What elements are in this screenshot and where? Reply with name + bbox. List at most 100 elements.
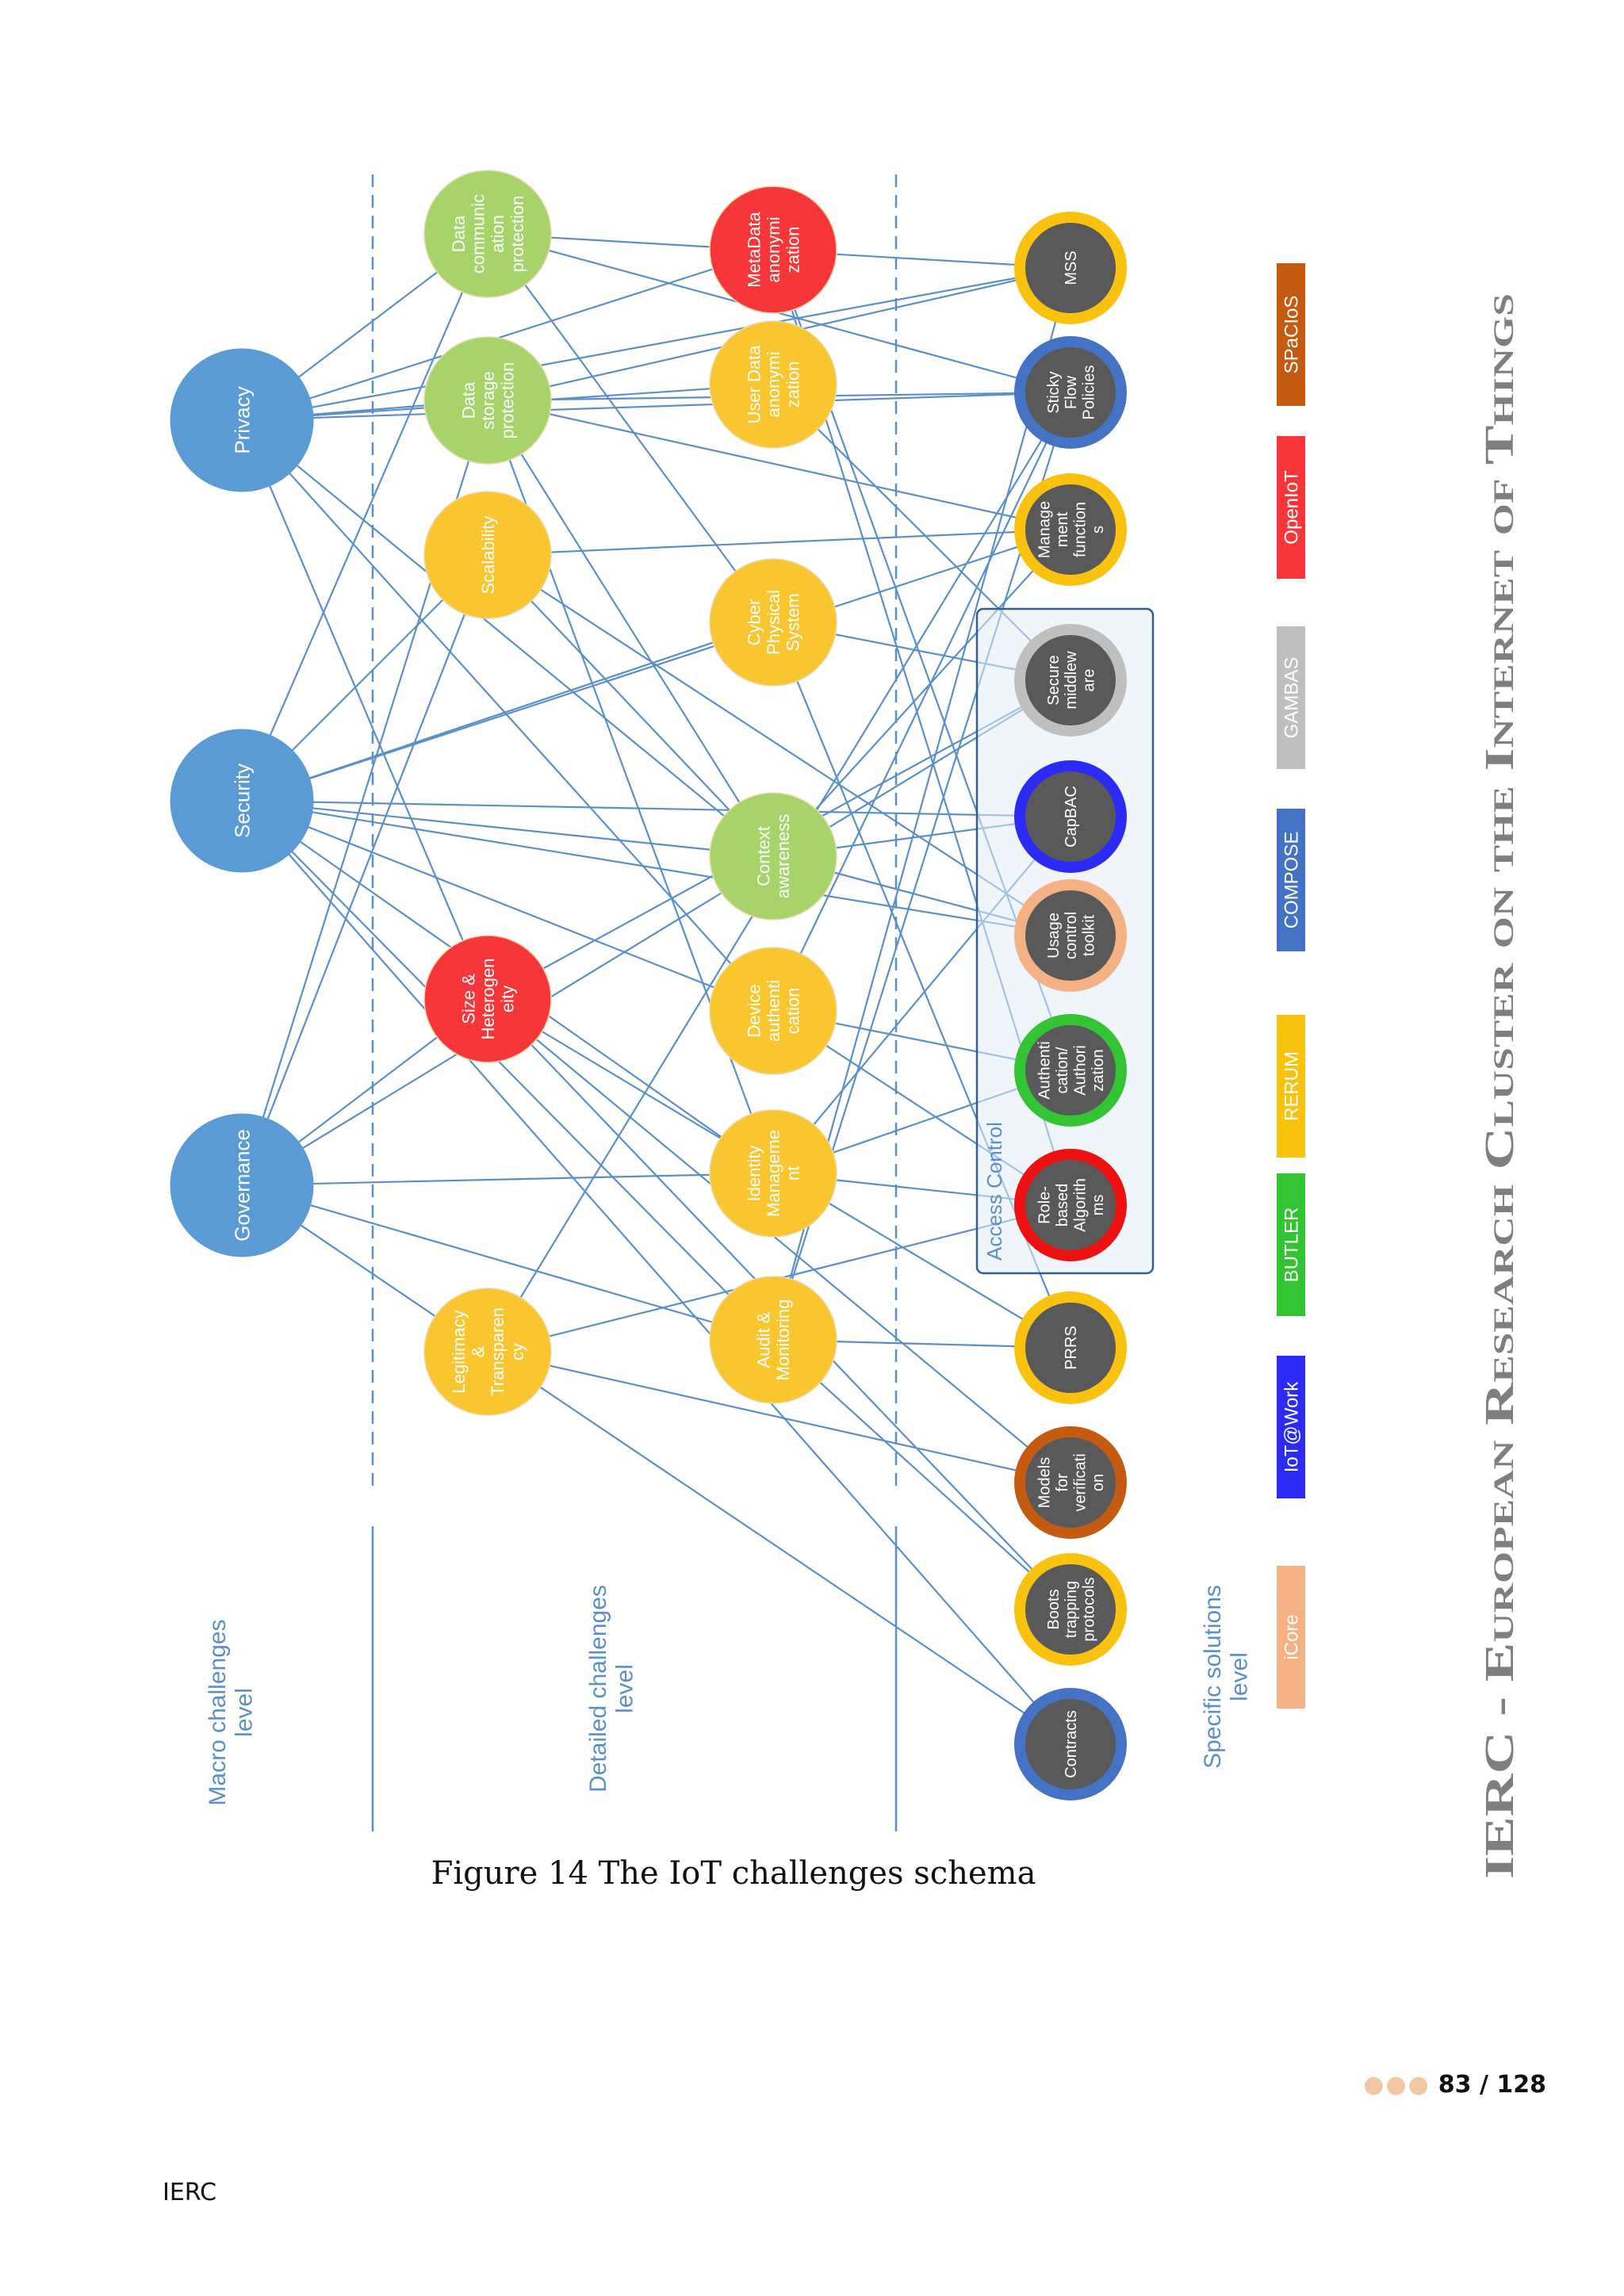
- challenge-nodes: Privacy Security Governance Datacommunicati…: [170, 170, 1127, 1800]
- detail-node-metadata: [709, 186, 837, 314]
- detail-label-cps: CyberPhysicalSystem: [744, 590, 802, 655]
- solution-node-boots: [1014, 1553, 1127, 1666]
- edge-security-audit: [241, 800, 774, 1341]
- page-header-title: IERC - European Research Cluster on the …: [1477, 293, 1522, 1879]
- macro-label-security: Security: [230, 763, 254, 838]
- solution-node-sticky: [1014, 336, 1127, 449]
- solution-node-mgmt: [1014, 473, 1127, 586]
- edge-governance-scalability: [240, 554, 489, 1186]
- edge-data_storage-context: [487, 400, 774, 857]
- legend-swatch-6: [1277, 1173, 1305, 1316]
- legend-label-5: RERUM: [1281, 1051, 1303, 1121]
- edge-security-device_auth: [241, 799, 774, 1012]
- solution-label-authz: Authentication/Authorization: [1036, 1041, 1107, 1099]
- macro-node-security: [170, 729, 314, 873]
- edge-security-contracts: [241, 800, 1071, 1745]
- macro-label-governance: Governance: [230, 1129, 254, 1242]
- edge-legitimacy-models: [487, 1350, 1071, 1484]
- solution-label-prrs: PRRS: [1063, 1326, 1080, 1370]
- edge-privacy-size_het: [240, 419, 489, 1000]
- detail-node-cps: [709, 558, 837, 687]
- edge-security-context: [241, 799, 774, 858]
- level-label-2: Detailed challengeslevel: [585, 1585, 638, 1793]
- solution-label-models: Modelsforverification: [1036, 1453, 1107, 1511]
- figure-caption: Figure 14 The IoT challenges schema: [431, 1855, 1036, 1892]
- legend-label-1: SPaCIoS: [1281, 296, 1303, 374]
- detail-node-userdata: [709, 320, 837, 449]
- solution-node-usage: [1014, 879, 1127, 992]
- detail-node-data_storage: [423, 336, 552, 465]
- page-number: ●●● 83 / 128: [1363, 2071, 1546, 2099]
- edge-scalability-usage: [487, 554, 1071, 936]
- solution-node-secure_mw: [1014, 624, 1127, 737]
- edge-security-data_comm: [240, 233, 489, 802]
- solution-node-prrs: [1014, 1292, 1127, 1404]
- detail-label-device_auth: Deviceauthentication: [744, 980, 802, 1042]
- edge-security-capbac: [241, 799, 1071, 818]
- detail-node-audit: [709, 1276, 837, 1404]
- edge-privacy-context: [241, 419, 774, 857]
- edge-size_het-models: [487, 998, 1071, 1483]
- detail-node-device_auth: [709, 947, 837, 1075]
- detail-label-identity: IdentityManagement: [744, 1130, 802, 1217]
- edge-governance-identity: [241, 1172, 774, 1187]
- connection-edges: [240, 232, 1072, 1745]
- level-labels: Macro challengeslevel Detailed challenges…: [205, 1585, 1253, 1805]
- solution-label-rbac: Role-basedAlgorithms: [1036, 1178, 1107, 1232]
- solution-node-authz: [1014, 1014, 1127, 1127]
- detail-label-audit: Audit &Monitoring: [754, 1299, 794, 1381]
- edge-privacy-device_auth: [241, 419, 774, 1012]
- solution-node-models: [1014, 1426, 1127, 1539]
- detail-label-data_storage: Datastorageprotection: [458, 362, 517, 439]
- detail-label-size_het: Size &Heterogeneity: [458, 959, 517, 1040]
- edge-governance-secure_mw: [241, 679, 1071, 1186]
- macro-node-governance: [170, 1113, 314, 1257]
- solution-node-rbac: [1014, 1149, 1127, 1261]
- solution-node-mss: [1014, 212, 1127, 324]
- solution-label-mss: MSS: [1063, 251, 1080, 285]
- solution-node-capbac: [1014, 760, 1127, 873]
- detail-label-legitimacy: Legitimacy&Transparency: [449, 1307, 527, 1396]
- level-dividers: [371, 174, 898, 1831]
- edge-scalability-context: [487, 554, 774, 857]
- legend-swatch-3: [1277, 626, 1305, 769]
- legend-swatch-8: [1277, 1566, 1305, 1709]
- detail-node-identity: [709, 1109, 837, 1238]
- macro-node-privacy: [170, 348, 314, 492]
- detail-node-size_het: [423, 935, 552, 1063]
- edge-privacy-metadata: [241, 248, 774, 422]
- legend-label-8: iCore: [1281, 1614, 1303, 1659]
- solution-label-sticky: StickyFlowPolicies: [1045, 365, 1098, 420]
- edge-audit-boots: [772, 1339, 1071, 1610]
- detail-label-data_comm: Datacommunicationprotection: [449, 194, 527, 274]
- solution-label-contracts: Contracts: [1063, 1710, 1080, 1778]
- solution-label-capbac: CapBAC: [1063, 786, 1080, 848]
- legend-swatch-1: [1277, 263, 1305, 406]
- legend-swatch-2: [1277, 436, 1305, 579]
- solution-label-boots: Bootstrappingprotocols: [1045, 1577, 1098, 1641]
- solution-node-contracts: [1014, 1688, 1127, 1800]
- legend-swatch-7: [1277, 1356, 1305, 1498]
- page-current: 83: [1438, 2071, 1472, 2099]
- access-control-label: Access Control: [982, 1122, 1006, 1261]
- legend-swatch-4: [1277, 809, 1305, 951]
- page-header: IERC - European Research Cluster on the …: [1477, 293, 1522, 1879]
- edge-data_storage-mgmt: [487, 399, 1071, 531]
- detail-node-scalability: [423, 491, 552, 619]
- detail-label-metadata: MetaDataanonymization: [744, 212, 802, 288]
- edge-governance-audit: [241, 1184, 774, 1341]
- page-total: 128: [1496, 2071, 1546, 2099]
- detail-label-context: Contextawareness: [754, 814, 794, 898]
- detail-node-data_comm: [423, 170, 552, 298]
- project-legend: SPaCIoS OpenIoT GAMBAS COMPOSE RERUM BUTLER Io…: [1277, 263, 1305, 1709]
- page-dots-icon: ●●●: [1363, 2071, 1431, 2099]
- edge-legitimacy-contracts: [487, 1351, 1071, 1745]
- detail-label-scalability: Scalability: [478, 515, 498, 594]
- detail-node-legitimacy: [423, 1288, 552, 1416]
- edge-scalability-mgmt: [487, 528, 1071, 557]
- edge-security-usage: [241, 799, 1071, 937]
- detail-label-userdata: User Dataanonymization: [744, 345, 802, 424]
- edge-privacy-mss: [241, 266, 1071, 422]
- solution-label-mgmt: Managementfunctions: [1036, 501, 1107, 558]
